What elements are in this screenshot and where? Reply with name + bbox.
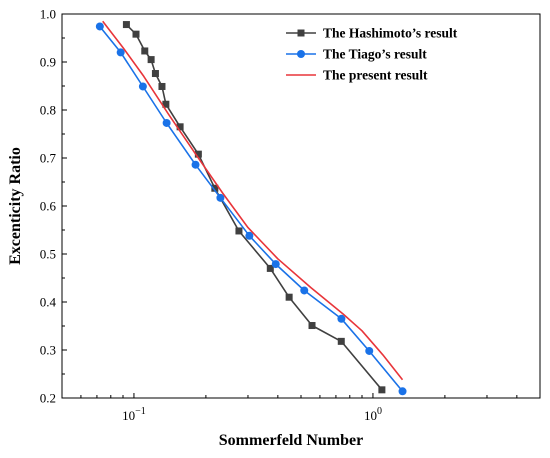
y-tick-label: 0.3 [40, 343, 56, 358]
data-point [95, 22, 104, 31]
legend-item: The present result [286, 68, 428, 83]
y-tick-label: 1.0 [40, 7, 56, 22]
series-0 [122, 21, 386, 394]
data-point [151, 70, 159, 78]
data-point [300, 286, 309, 295]
data-point [337, 314, 346, 323]
data-point [116, 48, 125, 57]
data-point [191, 160, 200, 169]
y-tick-label: 0.2 [40, 391, 56, 406]
data-point [162, 118, 171, 127]
series-line [125, 24, 383, 391]
data-point [211, 184, 219, 192]
data-point [378, 386, 386, 394]
legend-label: The Hashimoto’s result [323, 26, 458, 41]
data-point [162, 100, 170, 108]
x-tick-label: 100 [364, 406, 382, 423]
data-point [285, 293, 293, 301]
legend-item: The Tiago’s result [286, 47, 427, 62]
plot-frame [61, 13, 541, 399]
series-line [99, 25, 404, 392]
y-tick-label: 0.5 [40, 247, 56, 262]
data-point [194, 150, 202, 158]
legend-swatch-marker [297, 50, 305, 58]
data-point [158, 82, 166, 90]
data-point [141, 47, 149, 55]
data-point [398, 387, 407, 396]
x-tick-label: 10−1 [122, 406, 146, 423]
y-tick-label: 0.9 [40, 55, 56, 70]
data-point [176, 123, 184, 131]
y-tick-label: 0.6 [40, 199, 57, 214]
data-point [216, 193, 225, 202]
series-2 [102, 20, 404, 381]
legend-swatch-marker [297, 29, 305, 37]
series-line [102, 20, 404, 381]
axis-ticks: 0.2 0.3 0.4 0.5 0.6 0.7 0.8 0.9 1.0 10−1 100 [40, 7, 541, 423]
data-point [365, 346, 374, 355]
data-point [147, 56, 155, 64]
data-point [138, 82, 147, 91]
data-point [337, 337, 345, 345]
y-tick-label: 0.4 [40, 295, 57, 310]
series-1 [95, 22, 407, 396]
data-point [266, 264, 274, 272]
y-tick-label: 0.7 [40, 151, 57, 166]
data-point [245, 231, 254, 240]
legend-label: The present result [323, 68, 428, 83]
y-tick-label: 0.8 [40, 103, 56, 118]
data-point [235, 227, 243, 235]
y-axis-title: Excenticity Ratio [7, 147, 24, 265]
legend-item: The Hashimoto’s result [286, 26, 458, 41]
series-layer [95, 20, 407, 396]
data-point [308, 322, 316, 330]
data-point [122, 21, 130, 29]
legend: The Hashimoto’s result The Tiago’s result… [286, 26, 458, 83]
data-point [271, 260, 280, 269]
data-point [132, 30, 140, 38]
legend-label: The Tiago’s result [323, 47, 427, 62]
x-axis-title: Sommerfeld Number [219, 432, 363, 449]
